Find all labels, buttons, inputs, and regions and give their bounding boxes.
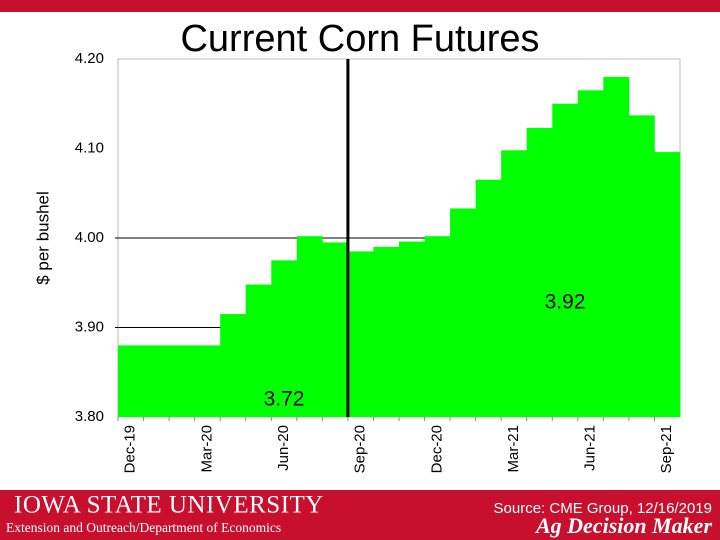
x-tick-label: Mar-21 <box>505 425 522 473</box>
x-tick-label: Dec-19 <box>122 425 139 473</box>
y-tick-label: 3.90 <box>75 318 104 335</box>
bar <box>654 152 681 417</box>
bar <box>220 314 247 417</box>
bar <box>322 242 349 417</box>
y-tick-label: 3.80 <box>75 408 104 425</box>
x-tick-label: Sep-20 <box>352 425 369 473</box>
bar <box>373 246 400 417</box>
x-tick-label: Dec-20 <box>428 425 445 473</box>
annotation: 3.92 <box>545 291 586 314</box>
chart-title: Current Corn Futures <box>180 18 539 60</box>
bar <box>526 127 553 417</box>
source: Source: CME Group, 12/16/2019 <box>494 500 712 517</box>
bar <box>118 345 144 417</box>
x-tick-label: Jun-20 <box>275 425 292 471</box>
bar <box>450 208 476 417</box>
bar <box>169 345 195 417</box>
x-tick-label: Sep-21 <box>658 425 675 473</box>
bar <box>296 236 323 417</box>
bar <box>143 345 170 417</box>
bar <box>194 345 221 417</box>
y-tick-label: 4.10 <box>75 139 104 156</box>
brand: Ag Decision Maker <box>534 513 712 538</box>
bar <box>424 236 451 417</box>
bar <box>501 150 528 418</box>
bar <box>577 90 604 417</box>
y-tick-label: 4.20 <box>75 50 104 67</box>
top-bar <box>0 0 720 12</box>
footer-bar <box>0 490 720 540</box>
bar <box>271 260 298 417</box>
bar <box>552 103 579 417</box>
bar <box>475 179 502 417</box>
university: Iowa State University <box>14 492 324 519</box>
x-tick-label: Mar-20 <box>198 425 215 473</box>
annotation: 3.72 <box>264 388 305 411</box>
y-axis-label: $ per bushel <box>33 191 52 285</box>
y-tick-label: 4.00 <box>75 229 104 246</box>
department: Extension and Outreach/Department of Eco… <box>6 520 281 535</box>
bar <box>603 76 630 418</box>
x-tick-label: Jun-21 <box>582 425 599 471</box>
bar <box>628 115 655 417</box>
plot: 3.80 3.90 4.00 4.10 4.20 Dec-19 Mar-20 Jun-20 Se… <box>75 50 681 473</box>
bar <box>347 251 374 417</box>
bar <box>399 241 425 417</box>
bar <box>245 284 272 417</box>
